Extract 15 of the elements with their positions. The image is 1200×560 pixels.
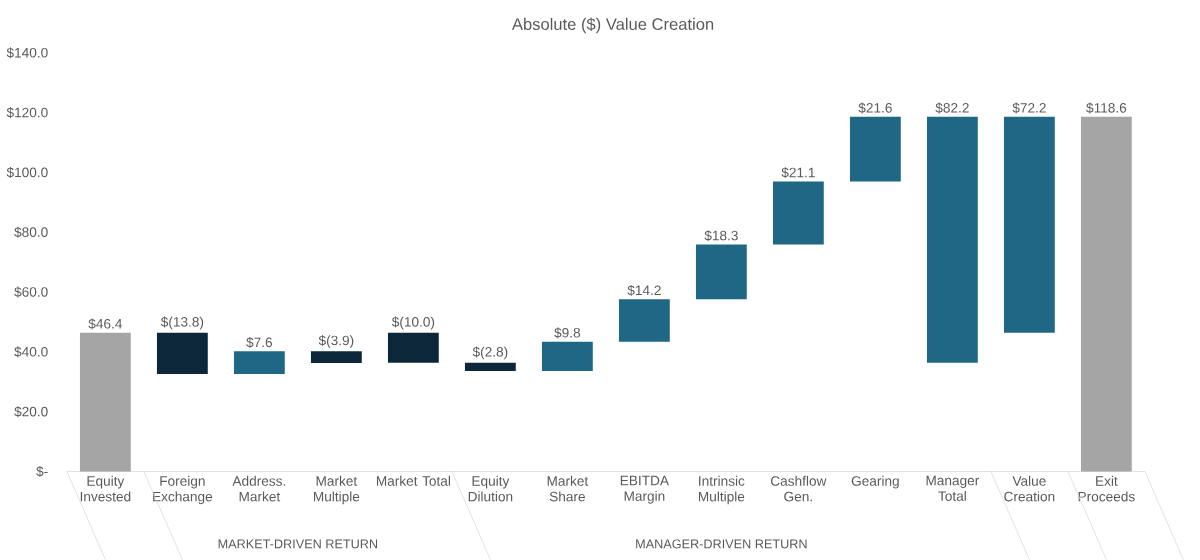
bar (695, 244, 747, 300)
bar (464, 362, 516, 372)
bar (79, 332, 131, 472)
bar (233, 351, 285, 375)
bar (849, 116, 901, 182)
bar (541, 341, 593, 372)
bar (1080, 116, 1132, 472)
bar (310, 351, 362, 363)
bar (618, 299, 670, 342)
bar (772, 181, 824, 245)
bar (926, 116, 978, 363)
chart-title: Absolute ($) Value Creation (511, 17, 714, 34)
bar (1003, 116, 1055, 333)
bar (156, 332, 208, 375)
bar (387, 332, 439, 363)
